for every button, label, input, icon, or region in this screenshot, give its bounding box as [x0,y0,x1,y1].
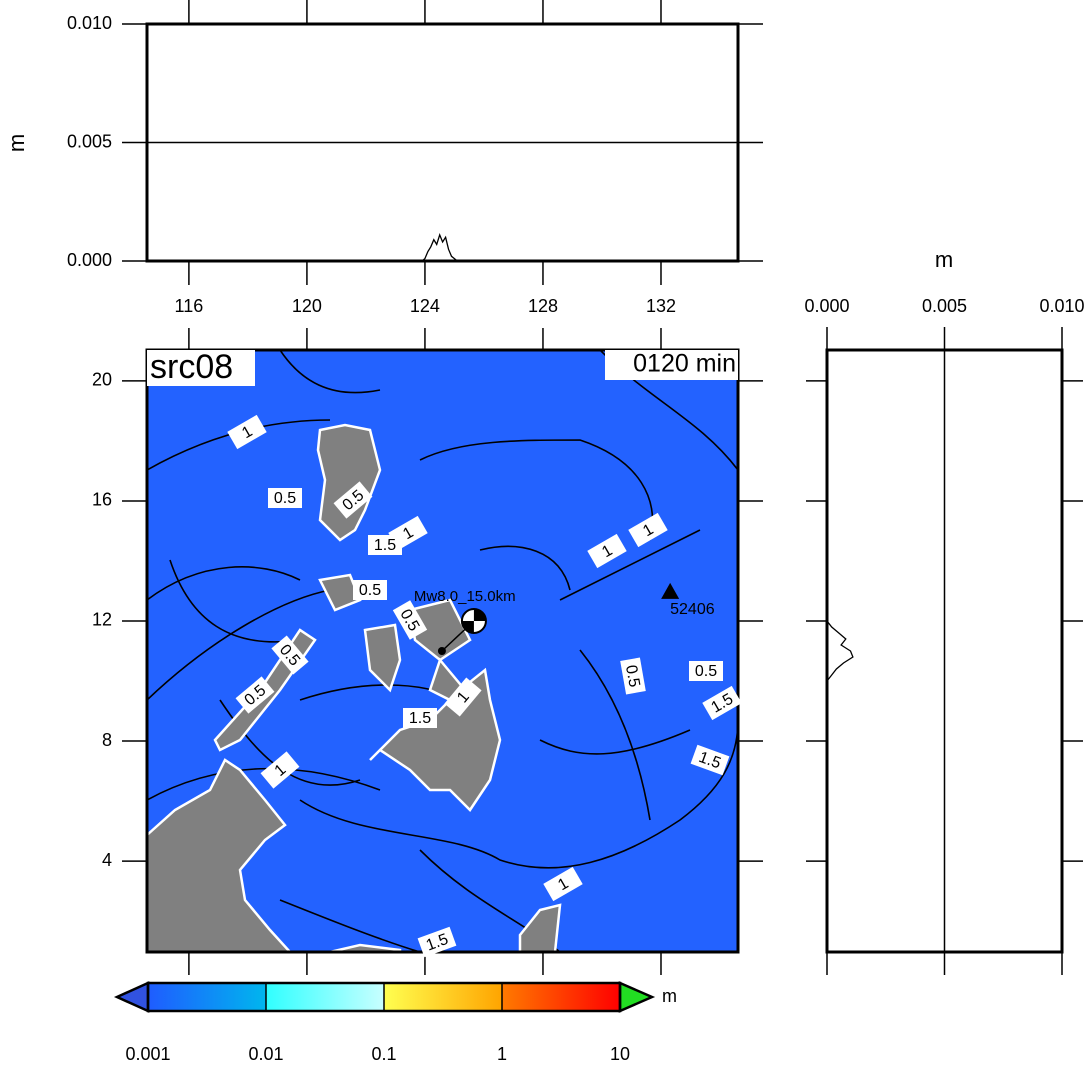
contour-label-box [353,580,387,600]
colorbar: 0.001 0.01 0.1 1 10 m [113,981,677,1064]
beachball-quadrant [461,608,486,633]
y-tick-label: 0.010 [67,13,112,33]
contour-label: 0.5 [268,488,302,508]
x-tick-label: 116 [175,296,204,316]
contour-label-text: 0.5 [622,664,643,689]
contour-label-box [271,635,309,675]
contour-label-box [227,414,267,450]
x-tick-label: 128 [528,296,558,316]
map-subtitle: 0120 min [633,350,736,378]
contour-label: 1 [227,414,267,450]
contour-label-text: 1.5 [424,931,451,955]
contour-label-text: 1.5 [374,537,396,554]
contour-label-text: 0.5 [695,663,717,680]
station [661,582,680,599]
contour-label: 1 [628,512,668,548]
colorbar-segment [266,983,384,1011]
contour-label-box [268,488,302,508]
contour-label-box [260,751,300,789]
y-tick-label: 4 [102,850,112,870]
top-profile: 0.000 0.005 0.010 116 120 124 128 132 [67,0,763,316]
map-title: src08 [150,348,233,386]
map-frame [145,348,740,954]
contour-label-box [543,866,583,902]
side-profile: 0.000 0.005 0.010 [804,296,1085,975]
colorbar-unit: m [662,986,677,1006]
station-label: 52406 [670,601,715,618]
colorbar-segment [148,983,266,1011]
x-tick-label: 132 [646,296,676,316]
contour-label-box [587,533,627,569]
epicenter-label: Mw8.0_15.0km [414,588,516,605]
contour-label-box [235,676,275,714]
contour-label: 0.5 [620,657,646,695]
y-tick-label: 0.005 [67,131,112,151]
x-tick-label: 124 [410,296,440,316]
contour-label-box [368,535,402,555]
y-tick-label: 20 [92,370,112,390]
x-tick-label: 120 [292,296,322,316]
y-tick-label: 16 [92,490,112,510]
colorbar-tick-label: 0.1 [371,1044,396,1064]
contour-label: 0.5 [353,580,387,600]
contour-label: 1.5 [368,535,402,555]
colorbar-segment [502,983,620,1011]
contour-label-box [444,677,482,717]
y-axis-label: m [4,134,29,152]
x-tick-label: 0.005 [922,296,967,316]
rupture-end [437,646,446,655]
panel-frame [145,22,740,263]
y-tick-label: 8 [102,730,112,750]
colorbar-tick-label: 0.001 [125,1044,170,1064]
colorbar-tick-label: 10 [610,1044,630,1064]
contour-label-box [392,600,428,640]
colorbar-segment [384,983,502,1011]
contour-label-text: 0.5 [359,582,381,599]
contour-label: 1 [587,533,627,569]
colorbar-tick-label: 0.01 [248,1044,283,1064]
contour-label-text: 1.5 [696,749,723,773]
contour-label: 1.5 [690,744,730,776]
x-tick-label: 0.000 [804,296,849,316]
y-tick-label: 12 [92,610,112,630]
colorbar-over [618,981,656,1013]
contour-label: 1.5 [417,926,457,958]
title-box [147,350,255,386]
contour-label-box [417,926,457,958]
y-tick-label: 0.000 [67,250,112,270]
x-axis-label: m [935,247,953,272]
contour-label-box [620,657,646,695]
contour-label-box [689,661,723,681]
colorbar-under [113,981,150,1013]
contour-label: 1 [543,866,583,902]
contour-label: 0.5 [689,661,723,681]
contour-label-box [333,481,373,519]
contour-label-text: 1.5 [409,710,431,727]
profile-line [421,232,458,262]
contour-label: 1.5 [403,708,437,728]
panel-frame [825,348,1064,954]
contour-label-box [690,744,730,776]
profile-line [826,620,854,682]
colorbar-tick-label: 1 [497,1044,507,1064]
contour-label-box [403,708,437,728]
subtitle-box [605,350,738,380]
contour-label-box [628,512,668,548]
contour-label-box [702,685,742,721]
contour-label: 1 [444,677,482,717]
contour-label-text: 0.5 [274,490,296,507]
contour-label: 1 [260,751,300,789]
x-tick-label: 0.010 [1039,296,1084,316]
